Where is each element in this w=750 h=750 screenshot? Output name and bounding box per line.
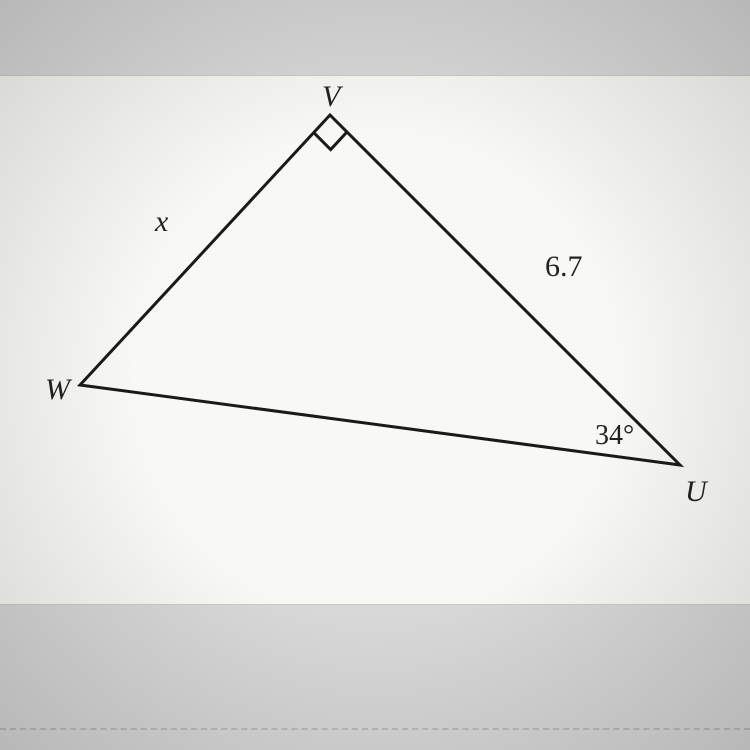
- side-label-6-7: 6.7: [545, 250, 583, 284]
- side-label-x: x: [155, 205, 168, 239]
- vertex-label-V: V: [322, 80, 340, 114]
- dashed-separator: [0, 728, 750, 730]
- triangle-diagram: [0, 75, 750, 605]
- vertex-label-W: W: [45, 373, 70, 407]
- angle-label-34: 34°: [595, 420, 634, 452]
- vertex-label-U: U: [685, 475, 707, 509]
- triangle-edges: [80, 115, 680, 465]
